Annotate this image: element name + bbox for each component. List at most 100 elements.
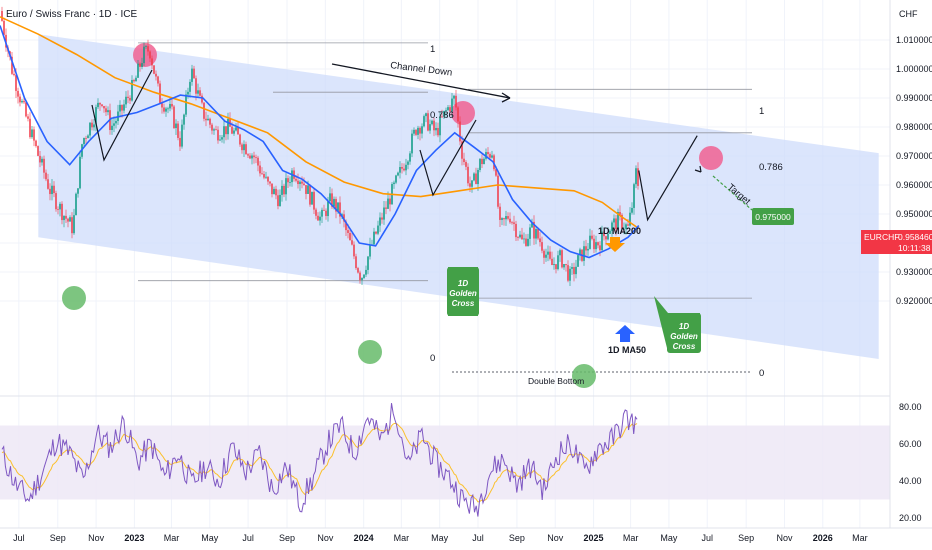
candle-up-body xyxy=(107,110,109,113)
candle-down-body xyxy=(375,231,377,234)
candle-down-body xyxy=(357,268,359,273)
candle-down-body xyxy=(459,121,461,142)
time-axis[interactable]: Jul Sep Nov 2023 Mar May Jul Sep Nov 2024 Mar May Ju… xyxy=(13,533,868,543)
candle-up-body xyxy=(613,218,615,223)
candle-up-body xyxy=(571,267,573,269)
candle-down-body xyxy=(573,267,575,275)
chart-title: Euro / Swiss Franc · 1D · ICE xyxy=(6,9,137,20)
candle-up-body xyxy=(527,238,529,246)
rsi-tick-label: 80.00 xyxy=(899,402,922,412)
candle-down-body xyxy=(139,63,141,67)
candle-up-body xyxy=(577,255,579,267)
candle-up-body xyxy=(623,228,625,230)
candle-up-body xyxy=(135,77,137,82)
candle-up-body xyxy=(319,216,321,221)
price-tick-label: 1.000000 xyxy=(896,64,932,74)
candle-up-body xyxy=(429,124,431,131)
candle-down-body xyxy=(103,106,105,109)
candle-down-body xyxy=(153,65,155,74)
projection-path xyxy=(638,135,698,222)
rsi-range-band xyxy=(0,425,890,500)
candle-up-body xyxy=(491,155,493,158)
rsi-line xyxy=(1,403,638,517)
candle-down-body xyxy=(19,96,21,103)
candle-up-body xyxy=(327,201,329,217)
candle-up-body xyxy=(421,126,423,134)
candle-up-body xyxy=(397,172,399,176)
candle-down-body xyxy=(427,113,429,131)
candle-down-body xyxy=(155,73,157,77)
candle-up-body xyxy=(579,249,581,256)
candle-up-body xyxy=(609,230,611,234)
candle-up-body xyxy=(59,203,61,210)
golden-cross-callout-2: 1D Golden Cross xyxy=(654,296,701,353)
candle-down-body xyxy=(615,218,617,229)
candle-up-body xyxy=(111,125,113,131)
candle-down-body xyxy=(381,217,383,220)
candle-down-body xyxy=(47,179,49,189)
candle-down-body xyxy=(433,120,435,131)
time-tick-label: Jul xyxy=(242,533,254,543)
candle-up-body xyxy=(299,181,301,185)
candle-up-body xyxy=(523,238,525,240)
svg-text:Golden: Golden xyxy=(449,289,477,298)
candle-up-body xyxy=(601,231,603,251)
candle-up-body xyxy=(417,127,419,135)
svg-text:0.958460: 0.958460 xyxy=(898,232,932,242)
candle-down-body xyxy=(555,264,557,270)
candle-down-body xyxy=(271,183,273,195)
candle-down-body xyxy=(359,272,361,281)
candle-down-body xyxy=(127,96,129,98)
candle-down-body xyxy=(507,216,509,219)
candle-down-body xyxy=(313,191,315,210)
candle-up-body xyxy=(227,118,229,135)
candle-down-body xyxy=(297,180,299,185)
fib-0-right-label: 0 xyxy=(759,368,764,379)
candle-up-body xyxy=(529,227,531,239)
candle-down-body xyxy=(487,152,489,155)
bottom-circle xyxy=(358,340,382,364)
candle-down-body xyxy=(533,221,535,239)
time-tick-label: Nov xyxy=(317,533,334,543)
candle-down-body xyxy=(539,238,541,243)
candle-up-body xyxy=(535,229,537,239)
time-tick-label: 2025 xyxy=(584,533,604,543)
channel-down-arrowhead xyxy=(501,92,511,103)
bottom-circle xyxy=(62,286,86,310)
candle-down-body xyxy=(565,264,567,266)
candle-down-body xyxy=(461,141,463,159)
price-tick-label: 0.980000 xyxy=(896,122,932,132)
candle-down-body xyxy=(339,202,341,217)
fib-lines xyxy=(138,42,752,373)
pivot-circles xyxy=(62,43,723,388)
candle-down-body xyxy=(67,218,69,222)
candle-down-body xyxy=(163,107,165,112)
price-tick-label: 0.990000 xyxy=(896,93,932,103)
ma200-label: 1D MA200 xyxy=(598,226,641,236)
candle-up-body xyxy=(187,91,189,95)
candle-down-body xyxy=(203,102,205,119)
time-tick-label: Nov xyxy=(88,533,105,543)
candle-up-body xyxy=(575,266,577,275)
candle-down-body xyxy=(543,250,545,258)
candle-down-body xyxy=(43,158,45,173)
candle-down-body xyxy=(455,95,457,108)
fib-0-left-label: 0 xyxy=(430,353,435,364)
candle-down-body xyxy=(231,126,233,134)
candle-up-body xyxy=(89,122,91,136)
candle-down-body xyxy=(599,245,601,251)
candle-down-body xyxy=(149,51,151,59)
candle-down-body xyxy=(239,134,241,145)
candle-up-body xyxy=(131,80,133,101)
candle-up-body xyxy=(75,193,77,216)
candle-down-body xyxy=(91,122,93,128)
candle-down-body xyxy=(597,242,599,246)
candle-up-body xyxy=(329,193,331,202)
rsi-axis[interactable]: 80.00 60.00 40.00 20.00 xyxy=(899,402,922,523)
candle-up-body xyxy=(483,158,485,165)
candle-down-body xyxy=(15,75,17,91)
ma50-label: 1D MA50 xyxy=(608,345,646,355)
candle-down-body xyxy=(267,176,269,182)
candle-down-body xyxy=(585,246,587,251)
